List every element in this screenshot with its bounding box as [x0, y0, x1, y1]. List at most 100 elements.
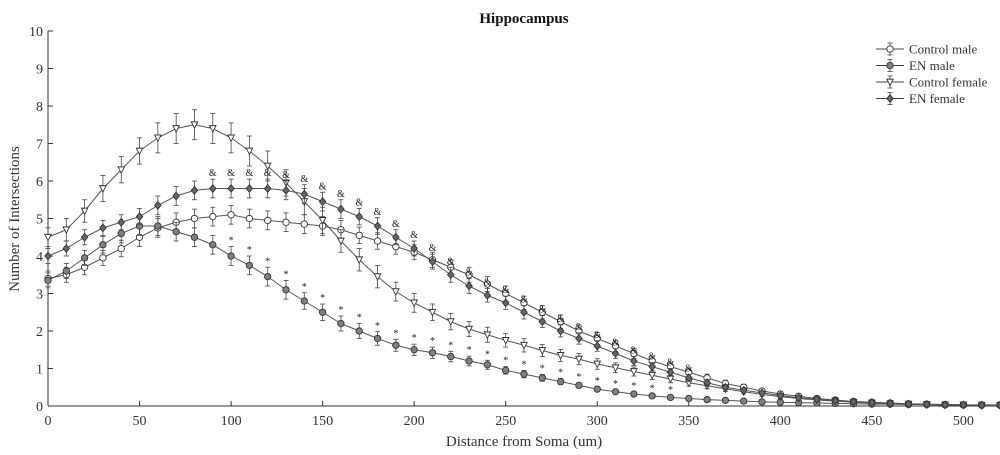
plot-area: 0 50 100 150 200 250 300 350 400 450 500 0 1 2 3 4 5 6 7 8 9…: [29, 25, 1000, 429]
data-point: [685, 394, 693, 403]
data-point: [373, 221, 382, 231]
significance-asterisk: *: [357, 313, 362, 324]
data-point: [721, 396, 730, 405]
data-point: [263, 162, 272, 171]
significance-asterisk: *: [631, 381, 636, 392]
data-point: [245, 147, 254, 156]
data-point: [428, 308, 437, 317]
y-tick-label: 3: [36, 288, 43, 303]
significance-ampersand: &: [410, 230, 418, 241]
data-point: [648, 392, 656, 400]
data-point: [758, 398, 766, 406]
data-point: [337, 319, 345, 328]
x-tick-label: 150: [312, 414, 333, 429]
data-point: [117, 229, 125, 238]
data-point: [666, 393, 675, 402]
significance-asterisk: *: [284, 269, 289, 280]
significance-asterisk: *: [229, 236, 234, 247]
data-point: [886, 398, 894, 408]
data-point: [264, 216, 272, 225]
x-tick-label: 500: [953, 414, 974, 429]
data-point: [117, 244, 125, 253]
significance-ampersand: &: [502, 285, 510, 296]
data-point: [355, 212, 364, 222]
data-point: [117, 166, 126, 175]
data-point: [648, 371, 657, 380]
significance-asterisk: *: [503, 356, 508, 367]
legend-item: EN male: [876, 58, 955, 73]
data-point: [355, 231, 363, 240]
significance-ampersand: &: [465, 268, 473, 279]
data-point: [117, 217, 126, 227]
data-point: [154, 200, 162, 210]
data-point: [611, 348, 620, 359]
data-point: [575, 381, 583, 390]
data-point: [483, 280, 492, 288]
data-point: [318, 217, 327, 225]
data-point: [209, 212, 217, 221]
data-point: [465, 325, 474, 334]
data-point: [392, 341, 400, 349]
data-point: [98, 185, 107, 194]
data-point: [318, 197, 327, 207]
data-point: [684, 373, 693, 383]
data-point: [794, 393, 803, 403]
series-en-female: [44, 178, 1000, 410]
y-axis-title: Number of Intersections: [7, 146, 23, 292]
significance-asterisk: *: [650, 383, 655, 394]
data-point: [538, 347, 547, 356]
significance-ampersand: &: [630, 346, 638, 357]
legend-label: Control male: [909, 42, 977, 57]
data-point: [538, 374, 546, 382]
data-point: [611, 364, 620, 373]
data-point: [868, 398, 876, 408]
chart-title: Hippocampus: [479, 11, 568, 27]
data-point: [135, 147, 144, 156]
data-point: [813, 394, 821, 404]
data-point: [391, 288, 400, 297]
data-point: [99, 223, 107, 233]
significance-ampersand: &: [355, 197, 363, 208]
data-point: [282, 218, 290, 226]
x-axis-title: Distance from Soma (um): [446, 434, 602, 450]
data-point: [556, 377, 565, 386]
data-point: [629, 368, 638, 377]
data-point: [483, 331, 492, 340]
data-point: [520, 341, 528, 350]
significance-asterisk: *: [393, 328, 398, 339]
y-tick-label: 8: [36, 100, 43, 115]
data-point: [264, 272, 272, 281]
x-tick-label: 0: [45, 414, 52, 429]
significance-ampersand: &: [612, 338, 620, 349]
data-point: [501, 298, 510, 308]
significance-ampersand: &: [337, 189, 345, 200]
data-point: [520, 307, 528, 317]
data-point: [172, 191, 180, 201]
data-point: [355, 327, 363, 335]
significance-ampersand: &: [483, 278, 491, 289]
data-point: [245, 261, 254, 270]
y-tick-label: 9: [36, 63, 43, 78]
data-point: [208, 183, 217, 194]
significance-asterisk: *: [613, 379, 618, 390]
data-point: [410, 243, 418, 254]
significance-ampersand: &: [245, 168, 253, 179]
significance-asterisk: *: [338, 305, 343, 316]
data-point: [263, 183, 272, 194]
legend-marker: [886, 78, 894, 87]
significance-ampersand: &: [520, 295, 528, 306]
data-point: [465, 281, 473, 291]
significance-asterisk: *: [485, 349, 490, 360]
x-tick-label: 250: [495, 414, 516, 429]
data-point: [62, 226, 71, 235]
significance-ampersand: &: [593, 330, 601, 341]
data-point: [721, 382, 730, 392]
significance-ampersand: &: [374, 207, 382, 218]
data-point: [245, 183, 254, 194]
y-tick-label: 10: [29, 25, 43, 40]
data-point: [502, 366, 510, 375]
significance-ampersand: &: [282, 170, 290, 181]
data-point: [556, 326, 565, 336]
legend-marker: [886, 45, 894, 53]
